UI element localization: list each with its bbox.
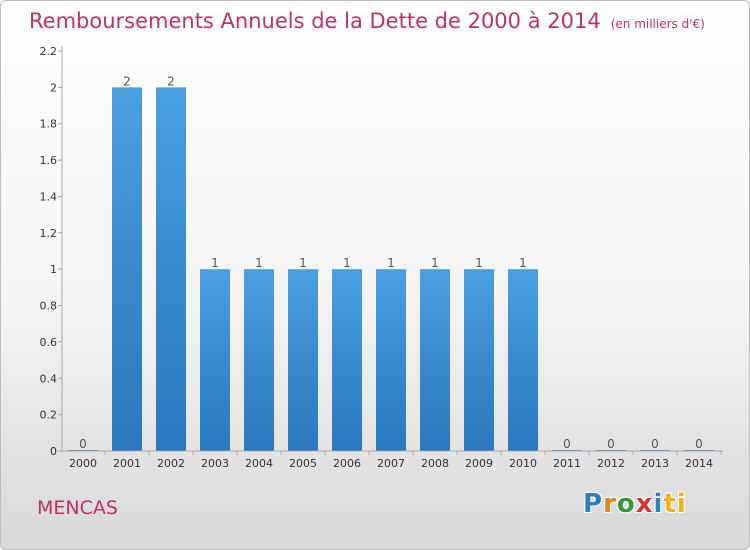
bar — [200, 269, 230, 451]
data-label: 2 — [167, 74, 175, 88]
data-label: 0 — [79, 437, 87, 451]
logo-letter: o — [616, 489, 636, 519]
data-label: 2 — [123, 74, 131, 88]
x-tick-label: 2010 — [509, 457, 537, 470]
y-tick-label: 1.8 — [40, 118, 58, 131]
x-tick-label: 2011 — [553, 457, 581, 470]
y-tick-label: 0.6 — [40, 336, 58, 349]
x-tick-label: 2003 — [201, 457, 229, 470]
chart-title: Remboursements Annuels de la Dette de 20… — [29, 9, 705, 33]
x-tick-label: 2000 — [69, 457, 97, 470]
data-label: 0 — [607, 437, 615, 451]
proxiti-logo: Proxiti — [583, 489, 687, 519]
commune-name: MENCAS — [37, 497, 118, 519]
data-label: 1 — [299, 256, 307, 270]
y-tick-label: 2 — [50, 81, 57, 94]
data-label: 1 — [255, 256, 263, 270]
data-label: 0 — [695, 437, 703, 451]
bar — [112, 87, 142, 451]
x-tick-label: 2012 — [597, 457, 625, 470]
bar — [156, 87, 186, 451]
title-unit: (en milliers d'€) — [610, 17, 705, 31]
y-tick-label: 1 — [50, 263, 57, 276]
y-tick-label: 2.2 — [40, 45, 58, 58]
x-tick-label: 2004 — [245, 457, 273, 470]
y-tick-label: 1.4 — [40, 190, 58, 203]
logo-letter: x — [635, 489, 654, 519]
x-tick-label: 2006 — [333, 457, 361, 470]
data-label: 1 — [475, 256, 483, 270]
logo-letter: r — [603, 489, 617, 519]
bar — [420, 269, 450, 451]
x-tick-label: 2008 — [421, 457, 449, 470]
y-tick-label: 1.6 — [40, 154, 58, 167]
bar — [288, 269, 318, 451]
title-text: Remboursements Annuels de la Dette de 20… — [29, 9, 601, 33]
x-tick-label: 2001 — [113, 457, 141, 470]
y-tick-label: 0 — [50, 445, 57, 458]
x-tick-label: 2014 — [685, 457, 713, 470]
x-tick-label: 2005 — [289, 457, 317, 470]
data-label: 0 — [651, 437, 659, 451]
data-label: 0 — [563, 437, 571, 451]
logo-letter: P — [583, 489, 604, 519]
bar — [464, 269, 494, 451]
logo-letter: i — [653, 489, 664, 519]
data-label: 1 — [431, 256, 439, 270]
x-tick-label: 2013 — [641, 457, 669, 470]
data-label: 1 — [387, 256, 395, 270]
bar — [376, 269, 406, 451]
x-tick-label: 2002 — [157, 457, 185, 470]
bar — [332, 269, 362, 451]
y-tick-label: 0.4 — [40, 372, 58, 385]
y-tick-label: 1.2 — [40, 227, 58, 240]
y-tick-label: 0.8 — [40, 300, 58, 313]
bar — [508, 269, 538, 451]
bar — [244, 269, 274, 451]
data-label: 1 — [519, 256, 527, 270]
data-label: 1 — [211, 256, 219, 270]
x-tick-label: 2007 — [377, 457, 405, 470]
x-tick-label: 2009 — [465, 457, 493, 470]
data-label: 1 — [343, 256, 351, 270]
logo-letter: ti — [663, 489, 687, 519]
y-tick-label: 0.2 — [40, 409, 58, 422]
